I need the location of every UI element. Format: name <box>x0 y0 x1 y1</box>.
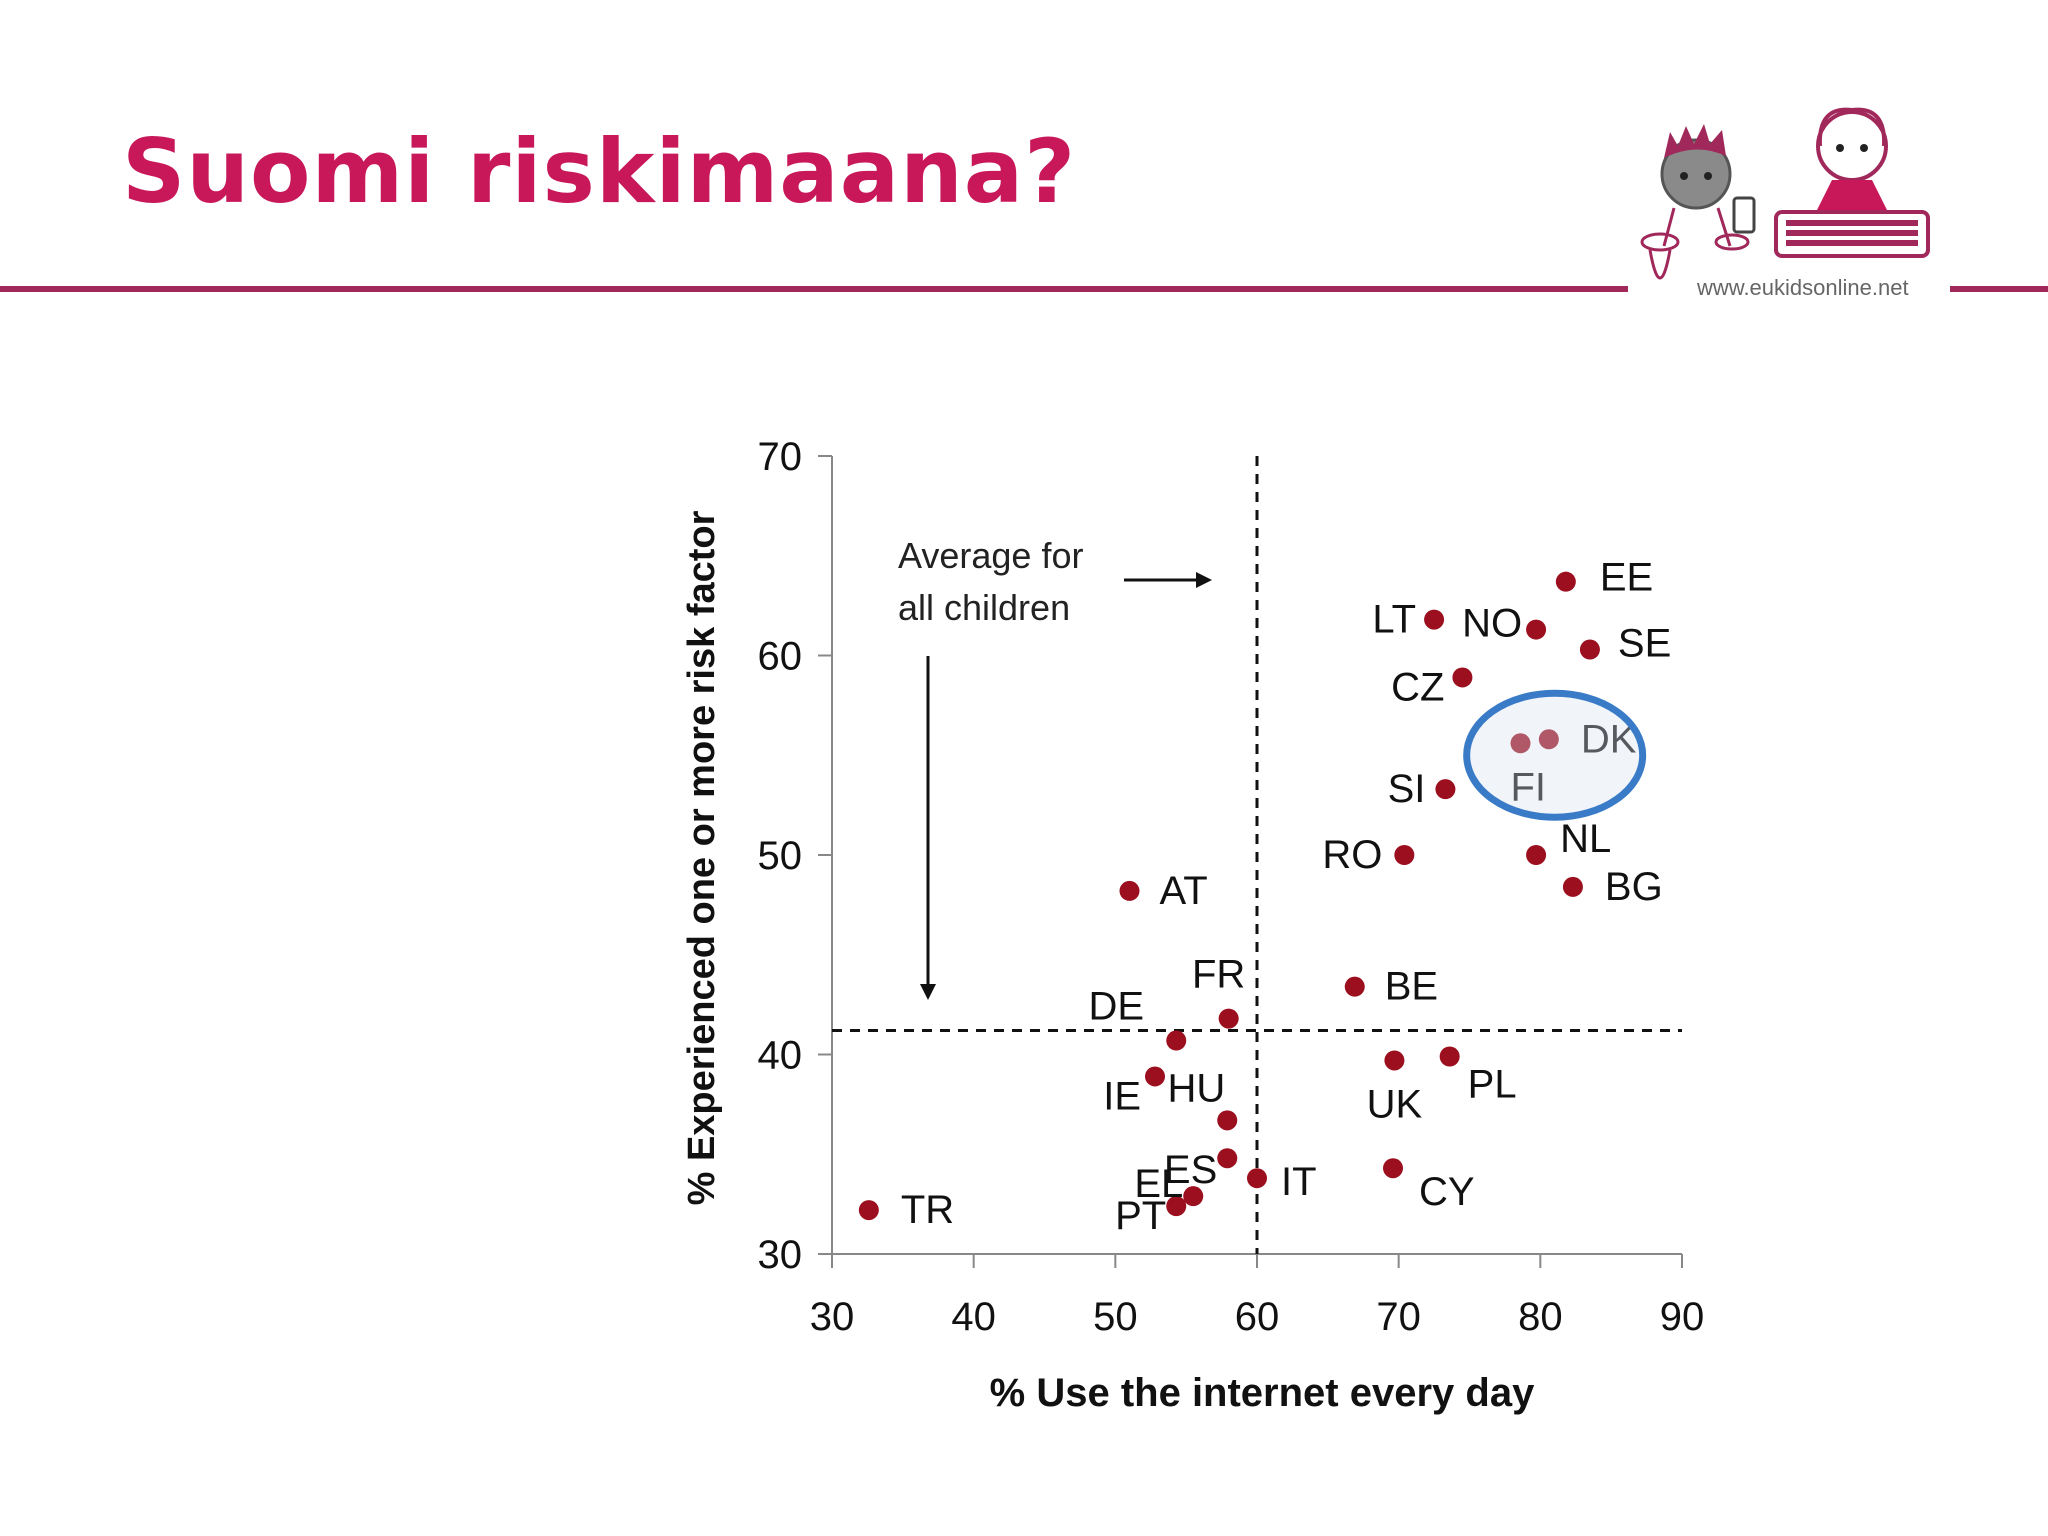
annotation-arrow-down <box>920 656 936 1000</box>
data-point-uk <box>1384 1050 1405 1071</box>
point-label-fi: FI <box>1511 765 1547 809</box>
data-point-be <box>1344 976 1365 997</box>
y-axis-label: % Experienced one or more risk factor <box>681 510 723 1205</box>
data-point-pt <box>1166 1196 1187 1217</box>
point-label-ee: EE <box>1600 556 1653 600</box>
y-tick-label: 50 <box>758 834 803 878</box>
point-label-no: NO <box>1462 602 1522 646</box>
title-rule-right <box>1950 286 2048 292</box>
point-label-pt: PT <box>1115 1194 1166 1238</box>
point-label-uk: UK <box>1367 1082 1423 1126</box>
point-label-si: SI <box>1388 767 1426 811</box>
tick-labels: 30 40 50 60 70 80 90 30 40 50 60 70 <box>758 435 1705 1339</box>
data-point-el <box>1183 1186 1204 1207</box>
data-point-ro <box>1394 845 1415 865</box>
point-label-se: SE <box>1618 622 1671 666</box>
annotation-arrow-right <box>1124 572 1212 588</box>
data-points <box>858 571 1600 1221</box>
phone-icon <box>1732 196 1756 234</box>
point-label-cy: CY <box>1419 1170 1475 1214</box>
y-tick-label: 30 <box>758 1233 803 1277</box>
data-point-bg <box>1562 876 1583 897</box>
point-label-hu: HU <box>1167 1066 1225 1110</box>
annotation-line-2: all children <box>898 587 1070 628</box>
point-label-ro: RO <box>1322 833 1382 877</box>
point-label-fr: FR <box>1192 953 1245 997</box>
point-label-de: DE <box>1088 985 1144 1029</box>
x-tick-label: 60 <box>1235 1295 1280 1339</box>
x-tick-label: 50 <box>1093 1295 1138 1339</box>
x-axis-label: % Use the internet every day <box>990 1371 1535 1415</box>
logo-url: www.eukidsonline.net <box>1697 275 1909 300</box>
point-label-es: ES <box>1164 1148 1217 1192</box>
point-labels: EELTNOSECZDKFISIRONLBGATBEFRDEUKPLIEHUES… <box>901 556 1671 1238</box>
point-label-el: EL <box>1134 1162 1183 1206</box>
y-tick-label: 70 <box>758 435 803 479</box>
y-tick-label: 60 <box>758 635 803 679</box>
data-point-pl <box>1439 1046 1460 1067</box>
boy-hair-icon <box>1664 124 1726 158</box>
data-point-ie <box>1145 1066 1165 1087</box>
data-point-fi <box>1510 733 1531 754</box>
point-label-lt: LT <box>1372 598 1416 642</box>
point-label-tr: TR <box>901 1188 954 1232</box>
x-tick-label: 40 <box>951 1295 996 1339</box>
data-point-fr <box>1218 1008 1239 1029</box>
point-label-bg: BG <box>1605 865 1663 909</box>
x-tick-label: 80 <box>1518 1295 1563 1339</box>
x-tick-label: 90 <box>1660 1295 1705 1339</box>
highlight-ellipse <box>1463 689 1647 821</box>
title-rule <box>0 286 1628 292</box>
point-label-pl: PL <box>1468 1062 1517 1106</box>
point-label-nl: NL <box>1560 817 1611 861</box>
slide-title: Suomi riskimaana? <box>122 120 1077 223</box>
x-tick-label: 70 <box>1376 1295 1421 1339</box>
data-point-it <box>1247 1168 1267 1189</box>
annotation-line-1: Average for <box>898 535 1083 576</box>
data-point-at <box>1119 880 1140 901</box>
data-point-tr <box>858 1200 879 1221</box>
data-point-es <box>1217 1148 1238 1169</box>
data-point-cz <box>1452 667 1473 688</box>
point-label-ie: IE <box>1103 1074 1141 1118</box>
data-point-hu <box>1217 1110 1238 1131</box>
data-point-lt <box>1424 609 1445 630</box>
data-point-no <box>1526 619 1547 640</box>
data-point-de <box>1166 1030 1187 1051</box>
point-label-cz: CZ <box>1391 665 1444 709</box>
y-tick-label: 40 <box>758 1034 803 1078</box>
chart-axes <box>818 455 1683 1268</box>
data-point-ee <box>1555 571 1576 592</box>
data-point-se <box>1579 639 1600 660</box>
data-point-cy <box>1383 1158 1403 1179</box>
data-point-nl <box>1526 845 1547 865</box>
x-tick-label: 30 <box>810 1295 855 1339</box>
reference-lines <box>832 456 1682 1254</box>
eu-kids-online-logo <box>1640 107 1930 280</box>
data-point-dk <box>1538 729 1559 750</box>
point-label-at: AT <box>1160 869 1208 913</box>
point-label-be: BE <box>1385 965 1438 1009</box>
point-label-it: IT <box>1281 1160 1317 1204</box>
data-point-si <box>1435 779 1456 800</box>
